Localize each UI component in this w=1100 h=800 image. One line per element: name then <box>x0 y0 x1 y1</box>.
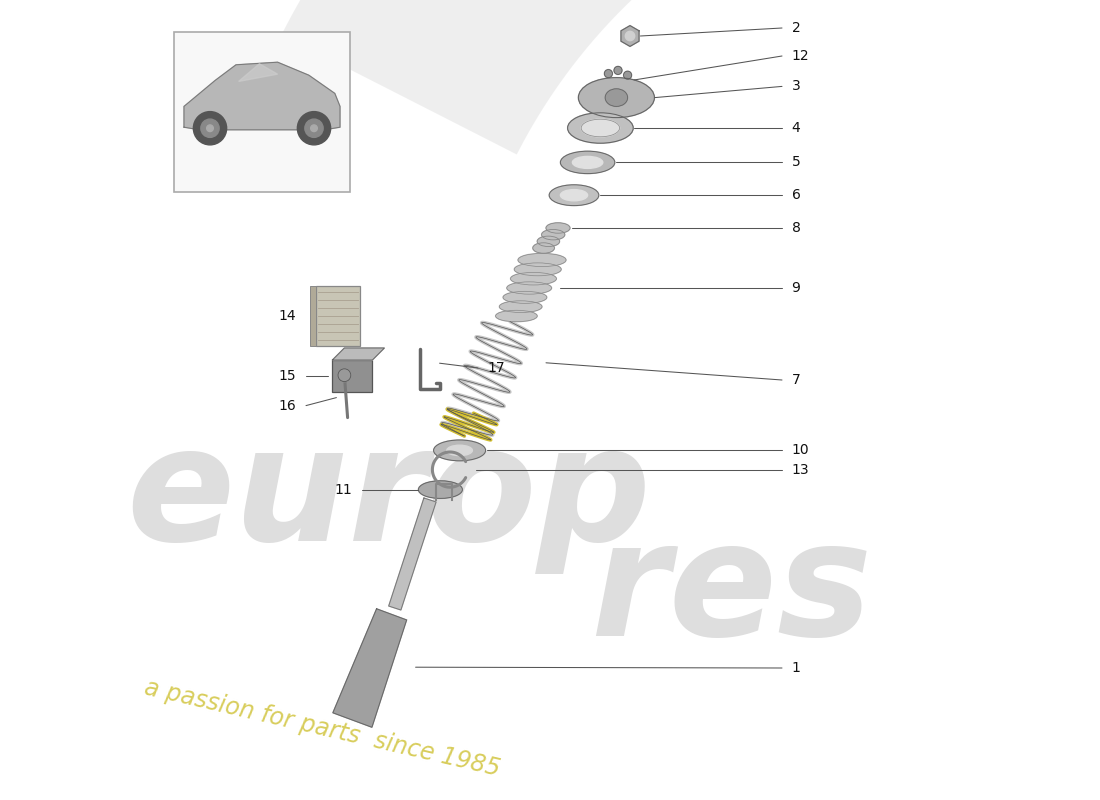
Polygon shape <box>239 64 277 82</box>
Ellipse shape <box>418 481 462 498</box>
Ellipse shape <box>447 445 472 455</box>
Polygon shape <box>282 0 1100 154</box>
Polygon shape <box>333 609 407 727</box>
Text: 15: 15 <box>278 369 296 383</box>
Ellipse shape <box>518 254 567 266</box>
Polygon shape <box>332 348 384 360</box>
Circle shape <box>625 31 635 41</box>
Ellipse shape <box>507 282 551 294</box>
Ellipse shape <box>537 236 560 246</box>
Circle shape <box>624 71 631 79</box>
Ellipse shape <box>572 157 603 168</box>
Text: 3: 3 <box>792 79 801 94</box>
Ellipse shape <box>581 119 619 137</box>
Ellipse shape <box>546 222 570 234</box>
Ellipse shape <box>568 113 634 143</box>
Bar <box>309 286 316 346</box>
Circle shape <box>194 111 227 145</box>
Ellipse shape <box>515 263 561 276</box>
Text: 14: 14 <box>278 309 296 323</box>
Circle shape <box>297 111 331 145</box>
Text: 4: 4 <box>792 121 801 135</box>
Ellipse shape <box>499 301 542 313</box>
Ellipse shape <box>433 440 485 461</box>
Ellipse shape <box>510 272 557 285</box>
Text: 6: 6 <box>792 188 801 202</box>
Text: 10: 10 <box>792 443 810 458</box>
Text: 12: 12 <box>792 49 810 63</box>
Text: res: res <box>590 514 872 670</box>
Text: 11: 11 <box>334 482 352 497</box>
Circle shape <box>338 369 351 382</box>
Ellipse shape <box>560 190 587 201</box>
Text: 7: 7 <box>792 373 801 387</box>
Circle shape <box>310 125 317 131</box>
Ellipse shape <box>549 185 598 206</box>
Ellipse shape <box>579 78 654 118</box>
Circle shape <box>207 125 213 131</box>
Ellipse shape <box>560 151 615 174</box>
Polygon shape <box>621 26 639 46</box>
Text: a passion for parts  since 1985: a passion for parts since 1985 <box>142 675 503 781</box>
Text: europ: europ <box>126 418 651 574</box>
Text: 8: 8 <box>792 221 801 235</box>
Text: 13: 13 <box>792 462 810 477</box>
Ellipse shape <box>541 230 564 240</box>
Circle shape <box>604 70 613 78</box>
Circle shape <box>305 119 323 138</box>
Text: 1: 1 <box>792 661 801 675</box>
Text: 5: 5 <box>792 155 801 170</box>
Polygon shape <box>184 62 340 130</box>
Circle shape <box>614 66 622 74</box>
Ellipse shape <box>496 310 537 322</box>
FancyBboxPatch shape <box>174 32 350 192</box>
Polygon shape <box>388 498 436 610</box>
Ellipse shape <box>503 291 547 303</box>
Ellipse shape <box>605 89 628 106</box>
Ellipse shape <box>532 242 554 253</box>
Text: 16: 16 <box>278 398 296 413</box>
Bar <box>332 360 373 392</box>
Circle shape <box>201 119 219 138</box>
Text: 2: 2 <box>792 21 801 35</box>
Text: 9: 9 <box>792 281 801 295</box>
Bar <box>316 286 360 346</box>
Text: 17: 17 <box>487 361 505 375</box>
